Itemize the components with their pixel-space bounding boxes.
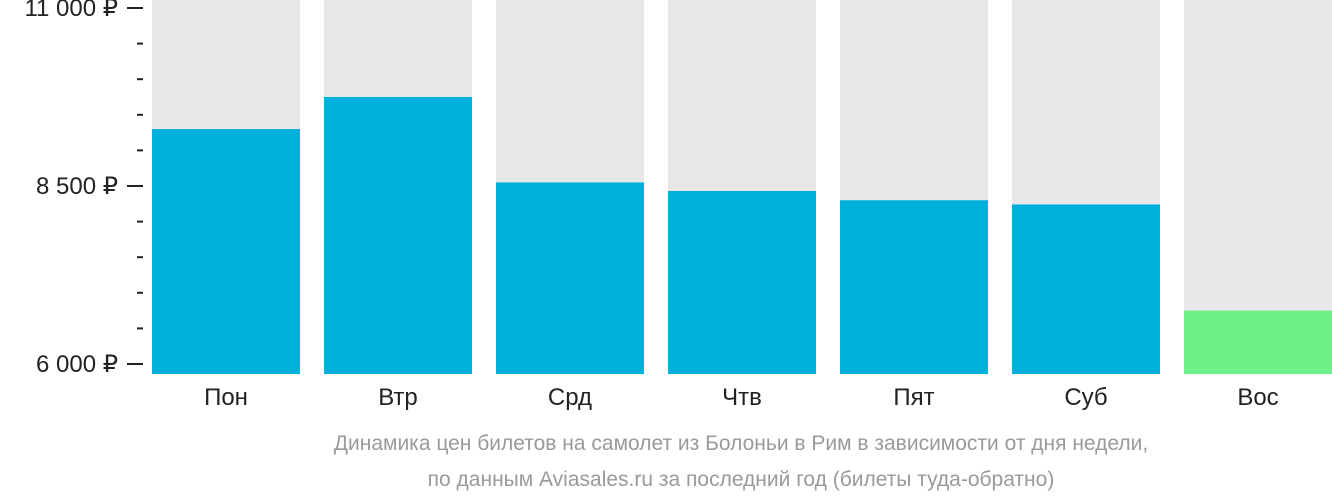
x-tick-label-6: Суб: [1064, 384, 1107, 411]
chart-columns: [152, 0, 1332, 374]
bar-7: [1184, 310, 1332, 374]
x-tick-label-7: Вос: [1237, 384, 1278, 411]
bar-5: [840, 200, 988, 374]
bar-1: [152, 129, 300, 374]
bar-3: [496, 182, 644, 374]
chart-caption-line-2: по данным Aviasales.ru за последний год …: [427, 468, 1055, 491]
bar-4: [668, 190, 816, 374]
x-tick-label-5: Пят: [893, 384, 934, 411]
y-tick-label-3: 6 000 ₽: [36, 351, 118, 378]
x-axis: Пон Втр Срд Чтв Пят Суб Вос: [204, 384, 1279, 411]
x-tick-label-1: Пон: [204, 384, 248, 411]
x-tick-label-3: Срд: [548, 384, 592, 411]
x-tick-label-2: Втр: [378, 384, 418, 411]
x-tick-label-4: Чтв: [722, 384, 762, 411]
chart-caption-line-1: Динамика цен билетов на самолет из Болон…: [333, 432, 1149, 455]
bar-6: [1012, 204, 1160, 374]
y-axis: 11 000 ₽ 8 500 ₽ 6 000 ₽: [24, 0, 143, 378]
bar-2: [324, 97, 472, 374]
y-tick-label-1: 11 000 ₽: [24, 0, 118, 22]
y-tick-label-2: 8 500 ₽: [36, 173, 118, 200]
